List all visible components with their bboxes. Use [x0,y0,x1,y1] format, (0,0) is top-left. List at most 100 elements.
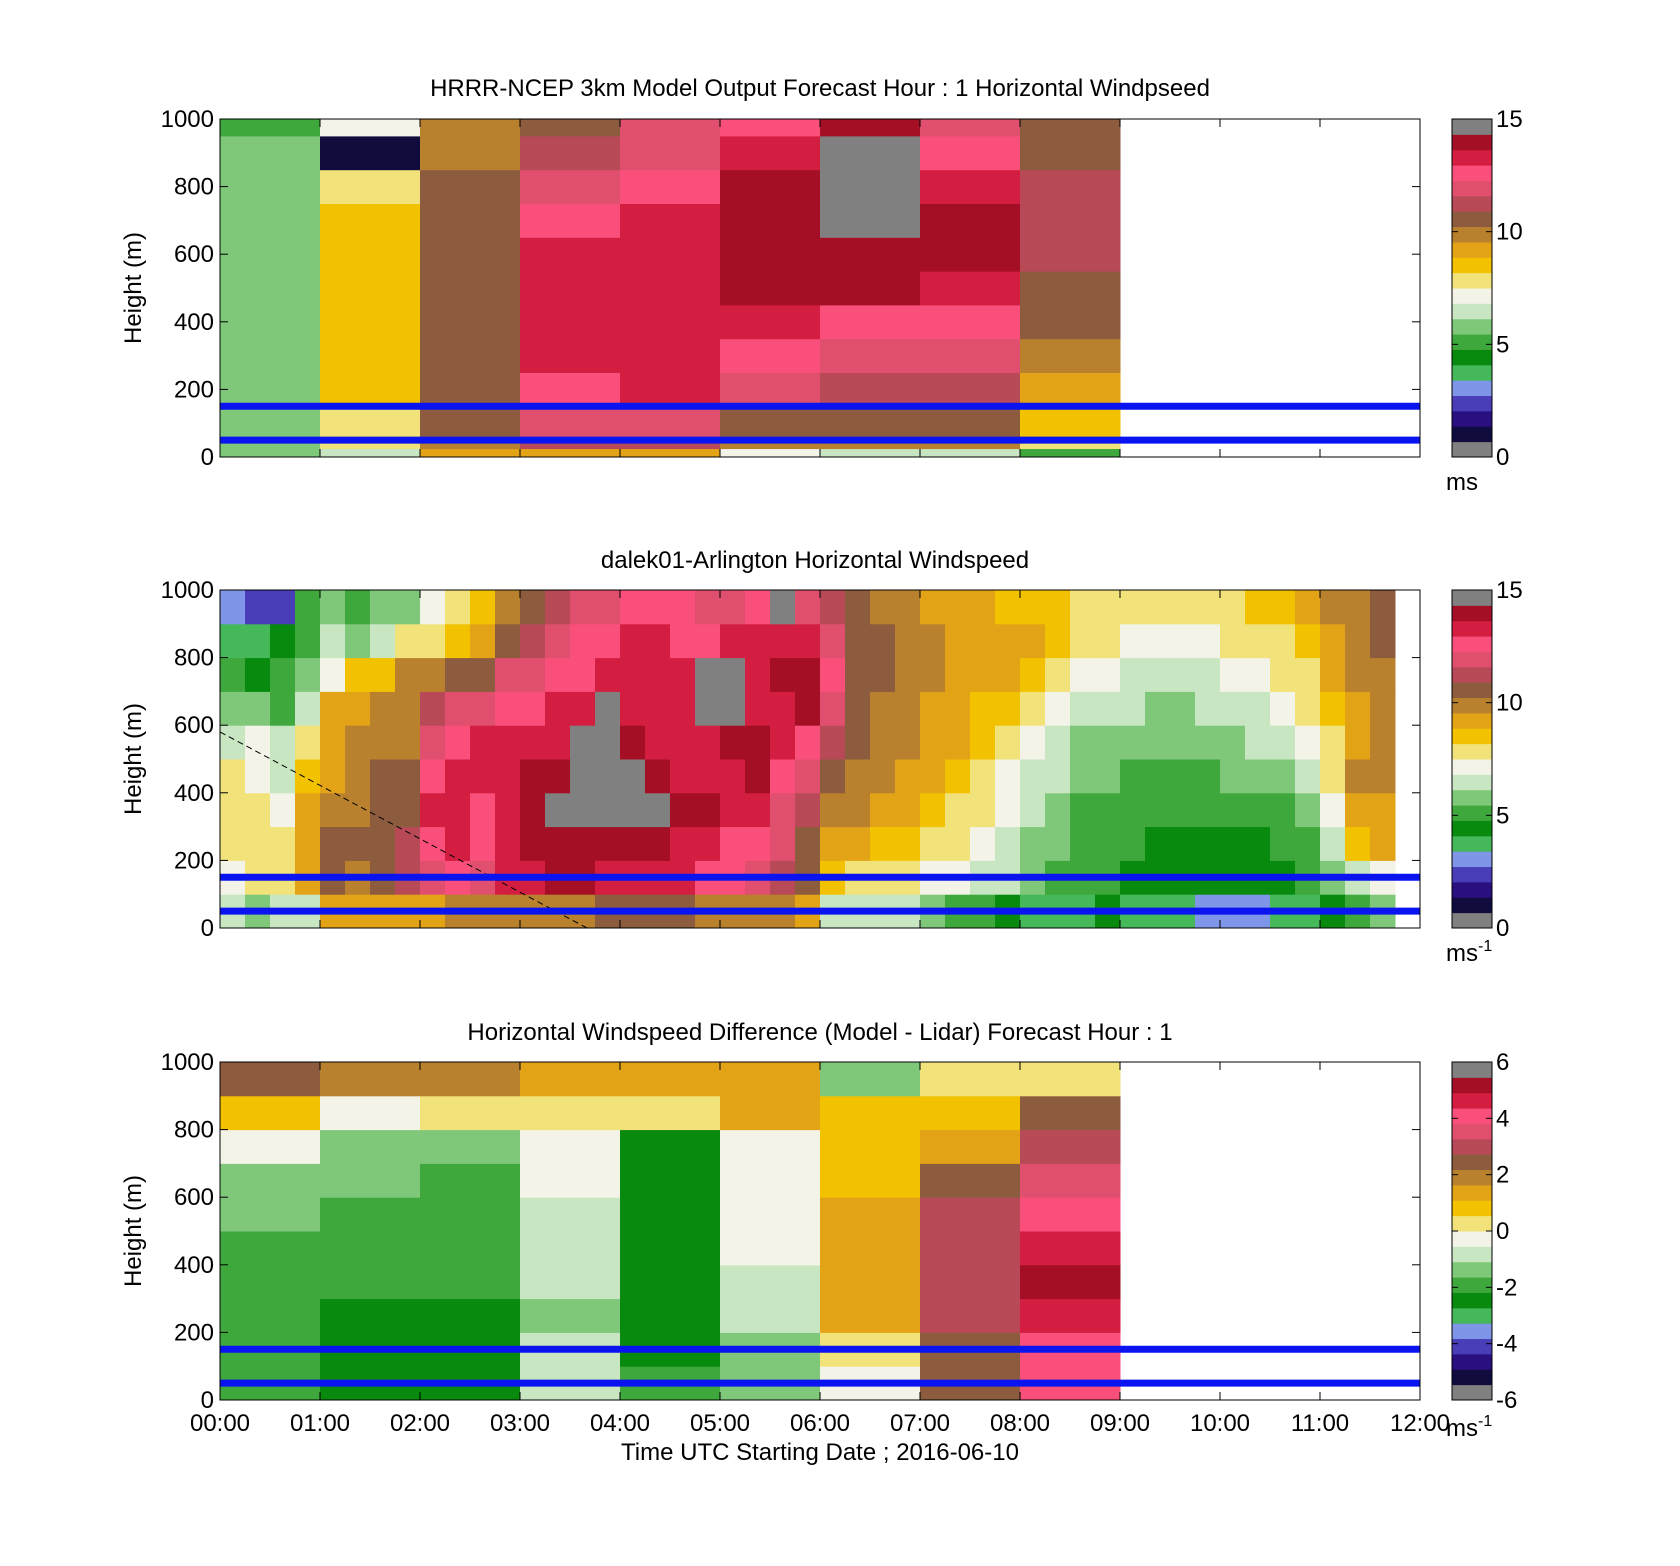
y-tick-label: 400 [174,1252,214,1279]
heatmap-cell [995,623,1021,659]
colorbar-swatch [1452,1369,1492,1386]
heatmap-cell [645,826,671,861]
heatmap-cell [1320,759,1346,794]
colorbar-swatch [1452,805,1492,821]
heatmap-cell [1345,623,1371,659]
heatmap-cell [620,1231,721,1266]
heatmap-cell [520,203,621,238]
panel-3-y-axis: 0 200 400 600 800 1000 [161,1049,1420,1414]
heatmap-cell [1095,657,1121,692]
panel-1-title: HRRR-NCEP 3km Model Output Forecast Hour… [430,75,1210,102]
heatmap-cell [520,448,621,458]
heatmap-cell [270,826,296,861]
colorbar-swatch [1452,835,1492,852]
heatmap-cell [770,725,796,760]
heatmap-cell [1245,759,1271,794]
colorbar-swatch [1452,349,1492,366]
x-tick-label: 12:00 [1390,1410,1450,1437]
heatmap-cell [820,657,846,692]
heatmap-cell [1120,792,1146,828]
x-tick-label: 10:00 [1190,1410,1250,1437]
colorbar-swatch [1452,590,1492,606]
heatmap-cell [1145,590,1171,625]
colorbar-tick-label: 5 [1496,331,1509,358]
heatmap-cell [1020,1163,1121,1198]
heatmap-cell [945,826,971,861]
heatmap-cell [870,792,896,828]
heatmap-cell [320,590,346,625]
colorbar-tick-label: -2 [1496,1274,1517,1301]
heatmap-cell [1095,590,1121,625]
colorbar-tick-label: -6 [1496,1387,1517,1414]
heatmap-cell [595,792,621,828]
heatmap-cell [1195,792,1221,828]
heatmap-cell [245,691,271,726]
x-tick-label: 08:00 [990,1410,1050,1437]
heatmap-cell [820,1129,921,1164]
heatmap-cell [220,271,321,306]
heatmap-cell [570,792,596,828]
heatmap-cell [295,725,321,760]
heatmap-cell [1020,792,1046,828]
heatmap-cell [245,725,271,760]
heatmap-cell [395,691,421,726]
y-tick-label: 1000 [161,1049,214,1076]
heatmap-cell [1345,657,1371,692]
y-tick-label: 600 [174,241,214,268]
heatmap-cell [1295,691,1321,726]
heatmap-cell [295,657,321,692]
colorbar-swatch [1452,1077,1492,1094]
heatmap-cell [320,1197,421,1232]
heatmap-cell [620,203,721,238]
heatmap-cell [920,448,1021,458]
heatmap-cell [1320,725,1346,760]
heatmap-cell [270,691,296,726]
heatmap-cell [1070,691,1096,726]
heatmap-cell [920,119,1021,137]
heatmap-cell [1020,759,1046,794]
heatmap-cell [1020,304,1121,340]
colorbar-swatch [1452,1307,1492,1324]
heatmap-cell [570,759,596,794]
x-tick-label: 02:00 [390,1410,450,1437]
heatmap-cell [370,826,396,861]
heatmap-cell [345,691,371,726]
heatmap-cell [545,657,571,692]
y-tick-label: 800 [174,174,214,201]
heatmap-cell [1145,623,1171,659]
colorbar-swatch [1452,666,1492,683]
heatmap-cell [820,623,846,659]
heatmap-cell [620,1298,721,1333]
heatmap-cell [820,1298,921,1333]
heatmap-cell [420,271,521,306]
y-tick-label: 0 [201,1387,214,1414]
heatmap-cell [220,759,246,794]
heatmap-cell [870,759,896,794]
heatmap-cell [1220,725,1246,760]
heatmap-cell [595,826,621,861]
heatmap-cell [570,725,596,760]
heatmap-cell [920,691,946,726]
heatmap-cell [345,759,371,794]
colorbar-swatch [1452,395,1492,412]
heatmap-cell [745,792,771,828]
heatmap-cell [970,691,996,726]
heatmap-cell [495,623,521,659]
heatmap-cell [820,1197,921,1232]
heatmap-cell [1020,203,1121,238]
heatmap-cell [720,338,821,373]
heatmap-cell [420,759,446,794]
heatmap-cell [645,759,671,794]
heatmap-cell [620,135,721,171]
heatmap-cell [1120,657,1146,692]
heatmap-cell [270,759,296,794]
heatmap-cell [695,725,721,760]
colorbar-unit-exponent: -1 [1478,1413,1492,1430]
heatmap-cell [820,372,921,404]
heatmap-cell [1295,623,1321,659]
colorbar-frame [1451,589,1493,929]
heatmap-cell [895,725,921,760]
heatmap-cell [1270,623,1296,659]
heatmap-cell [620,271,721,306]
